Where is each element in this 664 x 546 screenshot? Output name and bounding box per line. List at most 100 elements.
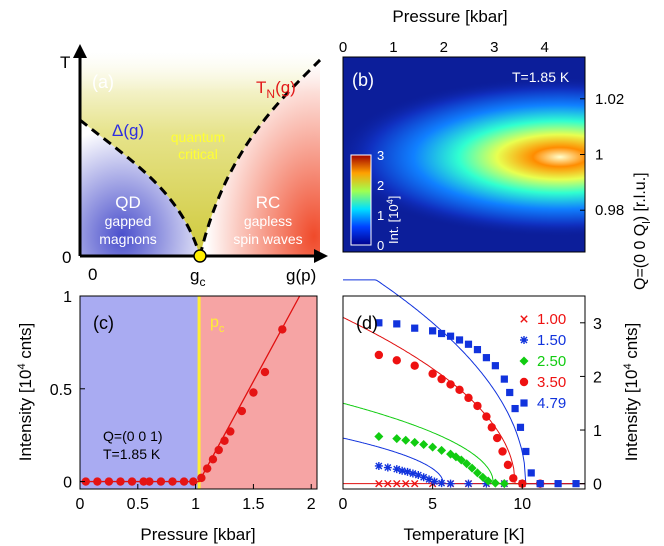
data-point: [511, 404, 519, 413]
data-point: [456, 455, 466, 465]
data-point: [374, 461, 383, 470]
panel-a-x-arrow: [314, 249, 328, 263]
y-tick-label: 1: [593, 423, 602, 440]
data-point: [482, 412, 491, 421]
gc-point: [193, 249, 207, 263]
qd-line-1: gapped: [105, 213, 152, 229]
x-tick-label: 1: [191, 496, 200, 513]
right-tick-label: 1.02: [595, 91, 624, 108]
data-point: [401, 435, 411, 445]
panel-c-qd-background: [80, 296, 200, 489]
top-tick-label: 1: [389, 39, 397, 56]
critical-label-1: quantum: [171, 129, 225, 145]
panel-c-rc-background: [199, 296, 317, 489]
y-tick-label: 3: [593, 316, 602, 333]
qd-line-2: magnons: [99, 231, 157, 247]
colorbar-tick-label: 1: [377, 208, 384, 223]
data-point: [197, 473, 206, 483]
data-point: [467, 463, 477, 473]
data-point: [398, 466, 407, 475]
tn-label: TN(g): [256, 78, 296, 101]
panel-c-label: (c): [93, 313, 114, 333]
data-point: [429, 327, 437, 335]
data-point: [509, 474, 518, 483]
data-point: [437, 479, 446, 488]
data-point: [260, 367, 270, 377]
data-point: [518, 479, 527, 488]
rc-region: [200, 60, 320, 256]
data-point: [414, 471, 423, 480]
panel-c-frame: [79, 295, 318, 490]
panel-d-legend: 1.00 1.50 2.50 3.50 4.79: [519, 311, 566, 412]
data-point: [455, 385, 464, 395]
data-point: [214, 445, 223, 455]
data-point: [464, 340, 473, 348]
fit-curve: [342, 437, 586, 485]
data-point: [127, 477, 137, 486]
data-point: [483, 476, 493, 486]
rc-title: RC: [256, 193, 281, 212]
gc-label: gc: [190, 266, 205, 289]
colorbar-tick-label: 2: [377, 178, 384, 193]
data-point: [237, 406, 247, 416]
panel-a-y-label: T: [60, 53, 70, 72]
panel-c-y-ticks: 00.51: [50, 289, 85, 492]
data-point: [516, 423, 525, 431]
panel-b-right-ticks: 1.02 1 0.98: [580, 91, 624, 219]
data-point: [499, 479, 509, 489]
data-point: [393, 320, 401, 328]
y-tick-label: 0: [593, 477, 602, 494]
data-point: [189, 477, 198, 486]
data-point: [472, 468, 482, 478]
data-point: [156, 477, 166, 486]
data-point: [375, 319, 383, 327]
data-point: [437, 374, 446, 384]
delta-phase-boundary: [79, 118, 202, 257]
data-point: [93, 477, 102, 486]
data-point: [437, 445, 447, 455]
critical-label-2: critical: [178, 146, 218, 162]
data-point: [478, 472, 488, 482]
panel-a-y-arrow: [73, 44, 87, 58]
panel-c-x-label: Pressure [kbar]: [140, 525, 255, 544]
panel-c-points: [81, 325, 287, 486]
data-point: [419, 440, 429, 450]
panel-c-y-label: Intensity [104 cnts]: [16, 323, 35, 461]
data-point: [473, 346, 482, 354]
pc-label: pc: [210, 314, 225, 335]
data-point: [462, 459, 472, 469]
y-tick-label: 0.5: [50, 382, 72, 399]
right-tick-label: 0.98: [595, 202, 624, 219]
fit-curve: [342, 402, 586, 485]
panel-a-origin-y: 0: [62, 248, 71, 267]
top-tick-label: 2: [440, 39, 448, 56]
data-point: [202, 464, 212, 473]
data-point: [116, 477, 125, 486]
legend-label: 1.00: [537, 311, 566, 328]
data-point: [392, 356, 401, 365]
data-point: [374, 431, 384, 441]
data-point: [572, 480, 580, 488]
data-point: [374, 350, 384, 360]
data-point: [446, 332, 455, 340]
legend-label: 4.79: [537, 395, 566, 412]
panel-c-annotation-1: Q=(0 0 1): [103, 428, 163, 444]
panel-b-top-axis-label: Pressure [kbar]: [392, 7, 507, 26]
fit-curve: [343, 279, 586, 485]
panel-d-y-label: Intensity [104 cnts]: [622, 323, 641, 461]
data-point: [410, 437, 420, 447]
data-point: [208, 455, 218, 464]
panel-a-x-label: g(p): [286, 266, 316, 285]
x-tick-label: 2: [307, 496, 316, 513]
panel-d: 0 5 10 0 1 2 3 1.00 1.50 2.50 3.50 4.79 (d) Tempe…: [339, 279, 641, 544]
legend-label: 2.50: [537, 353, 566, 370]
data-point: [278, 325, 287, 334]
top-tick-label: 4: [540, 39, 548, 56]
data-point: [520, 336, 528, 344]
data-point: [419, 473, 428, 482]
panel-a: (a) T 0 0 g(p) gc TN(g) Δ(g) quantum cri…: [60, 44, 328, 289]
panel-d-x-ticks: 0 5 10: [339, 484, 531, 513]
data-point: [411, 324, 419, 332]
colorbar-label: Int. [104]: [385, 196, 401, 244]
data-point: [179, 477, 189, 486]
